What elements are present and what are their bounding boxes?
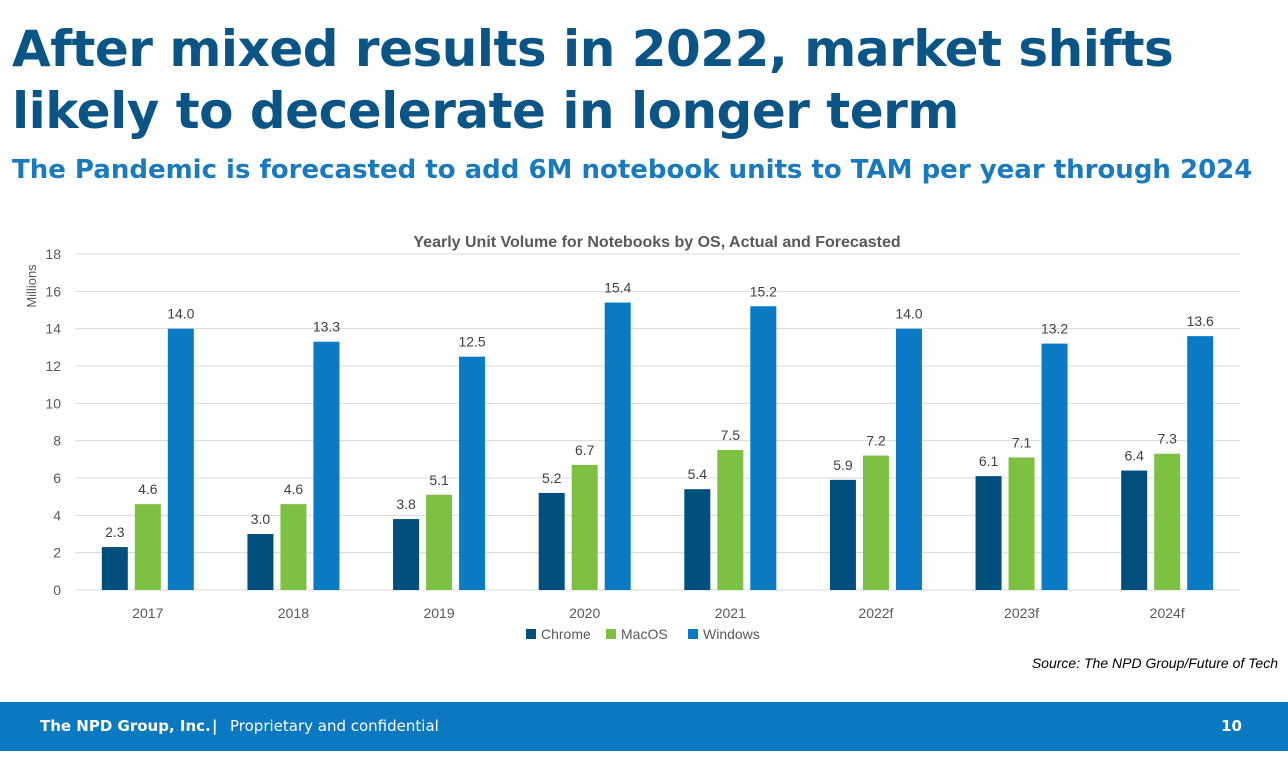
- y-tick-label: 0: [53, 582, 61, 598]
- data-label: 4.6: [284, 481, 304, 497]
- bar-chrome: [538, 492, 565, 590]
- data-label: 5.1: [429, 472, 449, 488]
- bar-macos: [717, 450, 744, 590]
- y-tick-label: 16: [45, 283, 61, 299]
- slide-title: After mixed results in 2022, market shif…: [12, 20, 1174, 140]
- bar-macos: [134, 504, 161, 590]
- bar-windows: [1041, 343, 1068, 590]
- x-tick-label: 2024f: [1150, 605, 1185, 621]
- page-number: 10: [1221, 717, 1242, 735]
- bar-macos: [426, 494, 453, 590]
- x-tick-label: 2018: [278, 605, 309, 621]
- legend-swatch-macos: [606, 629, 616, 639]
- footer-confidential: Proprietary and confidential: [230, 717, 439, 735]
- data-label: 14.0: [895, 306, 922, 322]
- data-label: 13.3: [313, 319, 340, 335]
- bar-chrome: [1121, 470, 1148, 590]
- bar-windows: [459, 356, 486, 590]
- y-tick-label: 4: [53, 507, 61, 523]
- data-label: 5.4: [688, 466, 708, 482]
- bar-macos: [1008, 457, 1035, 590]
- x-tick-label: 2019: [423, 605, 454, 621]
- bar-windows: [1187, 336, 1214, 590]
- data-label: 7.3: [1157, 431, 1177, 447]
- bar-chrome: [393, 519, 420, 590]
- y-tick-label: 14: [45, 321, 61, 337]
- footer-company: The NPD Group, Inc.: [40, 717, 211, 735]
- bar-windows: [604, 302, 631, 590]
- data-label: 2.3: [105, 524, 125, 540]
- data-label: 5.9: [833, 457, 853, 473]
- data-label: 15.2: [750, 283, 777, 299]
- data-label: 14.0: [167, 306, 194, 322]
- data-label: 7.2: [866, 433, 886, 449]
- bar-windows: [313, 341, 340, 590]
- y-tick-label: 6: [53, 470, 61, 486]
- x-tick-label: 2021: [715, 605, 746, 621]
- bar-windows: [750, 306, 777, 590]
- bar-macos: [862, 455, 889, 590]
- y-tick-label: 10: [45, 395, 61, 411]
- data-label: 7.1: [1012, 434, 1032, 450]
- bar-windows: [895, 328, 922, 590]
- bar-chrome: [247, 534, 274, 590]
- legend-label-macos: MacOS: [621, 626, 668, 642]
- slide-subtitle: The Pandemic is forecasted to add 6M not…: [12, 155, 1253, 185]
- footer-bar: The NPD Group, Inc. | Proprietary and co…: [0, 702, 1288, 751]
- legend-label-windows: Windows: [703, 626, 760, 642]
- chart-title: Yearly Unit Volume for Notebooks by OS, …: [413, 234, 900, 251]
- y-tick-label: 8: [53, 433, 61, 449]
- legend-swatch-windows: [688, 629, 698, 639]
- source-note: Source: The NPD Group/Future of Tech: [1031, 655, 1278, 671]
- bar-macos: [571, 464, 598, 590]
- data-label: 13.2: [1041, 321, 1068, 337]
- y-axis-label: Millions: [24, 264, 39, 308]
- bar-chrome: [975, 476, 1002, 590]
- data-label: 13.6: [1187, 313, 1214, 329]
- data-label: 6.4: [1124, 448, 1144, 464]
- bar-macos: [280, 504, 307, 590]
- y-tick-label: 18: [45, 246, 61, 262]
- data-label: 7.5: [721, 427, 741, 443]
- footer-separator: |: [212, 717, 218, 735]
- bar-macos: [1154, 453, 1181, 590]
- data-label: 6.7: [575, 442, 595, 458]
- bar-chrome: [829, 479, 856, 590]
- legend-swatch-chrome: [526, 629, 536, 639]
- data-label: 12.5: [458, 334, 485, 350]
- bar-windows: [167, 328, 194, 590]
- notebook-volume-bar-chart: Yearly Unit Volume for Notebooks by OS, …: [24, 234, 1240, 642]
- x-tick-label: 2017: [132, 605, 163, 621]
- y-tick-label: 12: [45, 358, 61, 374]
- legend-label-chrome: Chrome: [541, 626, 591, 642]
- data-label: 15.4: [604, 280, 631, 296]
- data-label: 3.0: [251, 511, 271, 527]
- data-label: 5.2: [542, 470, 562, 486]
- x-tick-label: 2020: [569, 605, 600, 621]
- data-label: 3.8: [396, 496, 416, 512]
- data-label: 6.1: [979, 453, 999, 469]
- data-label: 4.6: [138, 481, 158, 497]
- x-tick-label: 2023f: [1004, 605, 1039, 621]
- y-tick-label: 2: [53, 545, 61, 561]
- bar-chrome: [684, 489, 711, 590]
- bar-chrome: [101, 547, 128, 590]
- x-tick-label: 2022f: [858, 605, 893, 621]
